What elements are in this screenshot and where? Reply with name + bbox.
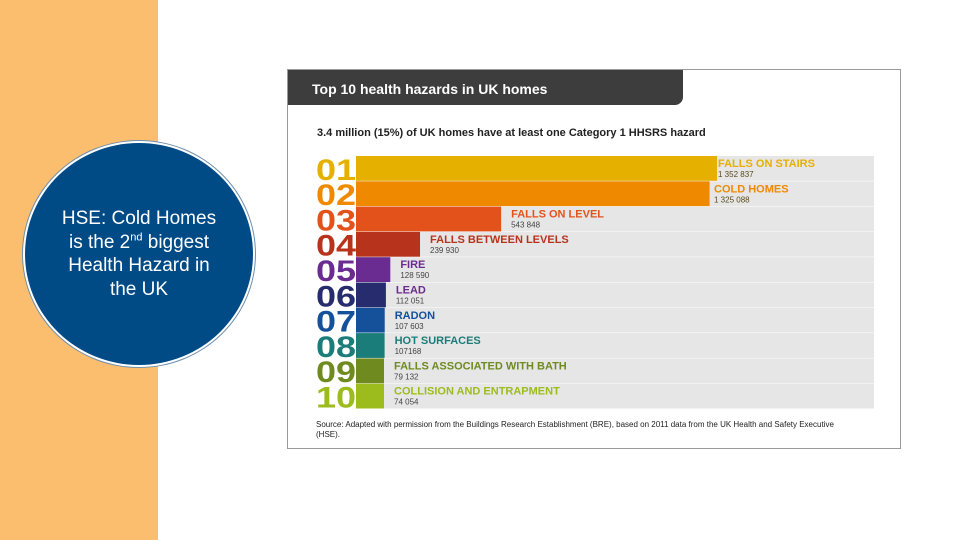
- value-label: 1 325 088: [714, 195, 750, 204]
- row-background: [356, 282, 874, 308]
- row-background: [356, 257, 874, 282]
- chart-title: Top 10 health hazards in UK homes: [312, 81, 548, 97]
- category-label: FIRE: [400, 259, 425, 271]
- category-label: COLD HOMES: [714, 183, 789, 195]
- category-label: HOT SURFACES: [395, 335, 481, 347]
- rank-number: 09: [316, 356, 356, 389]
- bar: [356, 282, 386, 308]
- rank-number: 10: [316, 382, 356, 415]
- value-label: 1 352 837: [718, 170, 754, 179]
- row-background: [356, 358, 874, 384]
- category-label: FALLS ASSOCIATED WITH BATH: [394, 360, 567, 372]
- rank-number: 06: [316, 280, 356, 313]
- rank-number: 07: [316, 306, 356, 339]
- callout-circle: HSE: Cold Homes is the 2nd biggest Healt…: [25, 143, 253, 365]
- bar: [356, 257, 391, 282]
- callout-text-superscript: nd: [130, 231, 143, 244]
- bar: [356, 206, 502, 232]
- bar: [356, 231, 421, 257]
- callout-text-part2: biggest Health Hazard in the UK: [68, 231, 210, 300]
- rank-number: 02: [316, 179, 356, 212]
- row-background: [356, 307, 874, 333]
- rank-number: 05: [316, 255, 356, 288]
- value-label: 128 590: [400, 271, 429, 280]
- value-label: 107168: [395, 347, 422, 356]
- category-label: RADON: [395, 310, 435, 322]
- bar: [356, 307, 385, 333]
- category-label: FALLS ON STAIRS: [718, 158, 815, 170]
- rank-number: 03: [316, 204, 356, 237]
- category-label: COLLISION AND ENTRAPMENT: [394, 386, 560, 398]
- value-label: 79 132: [394, 372, 419, 381]
- rank-number: 08: [316, 331, 356, 364]
- bar: [356, 333, 385, 358]
- value-label: 543 848: [511, 221, 540, 230]
- value-label: 112 051: [396, 297, 425, 306]
- value-label: 107 603: [395, 322, 424, 331]
- row-background: [356, 231, 874, 257]
- value-label: 74 054: [394, 398, 419, 407]
- card-header: Top 10 health hazards in UK homes: [288, 70, 683, 105]
- value-label: 239 930: [430, 246, 459, 255]
- bar: [356, 383, 384, 409]
- bar: [356, 181, 710, 207]
- category-label: FALLS ON LEVEL: [511, 209, 604, 221]
- callout-text-part1: HSE: Cold Homes is the 2: [61, 208, 217, 253]
- rank-number: 01: [316, 154, 356, 187]
- row-background: [356, 383, 874, 409]
- bar: [356, 358, 384, 384]
- row-background: [356, 333, 874, 358]
- rank-number: 04: [316, 230, 356, 263]
- source-note: Source: Adapted with permission from the…: [316, 420, 834, 439]
- category-label: FALLS BETWEEN LEVELS: [430, 234, 569, 246]
- bar: [356, 156, 717, 181]
- infographic-card: Top 10 health hazards in UK homes 3.4 mi…: [287, 69, 901, 449]
- category-label: LEAD: [396, 285, 426, 297]
- chart-subtitle: 3.4 million (15%) of UK homes have at le…: [317, 127, 706, 139]
- callout-text: HSE: Cold Homes is the 2nd biggest Healt…: [54, 207, 224, 301]
